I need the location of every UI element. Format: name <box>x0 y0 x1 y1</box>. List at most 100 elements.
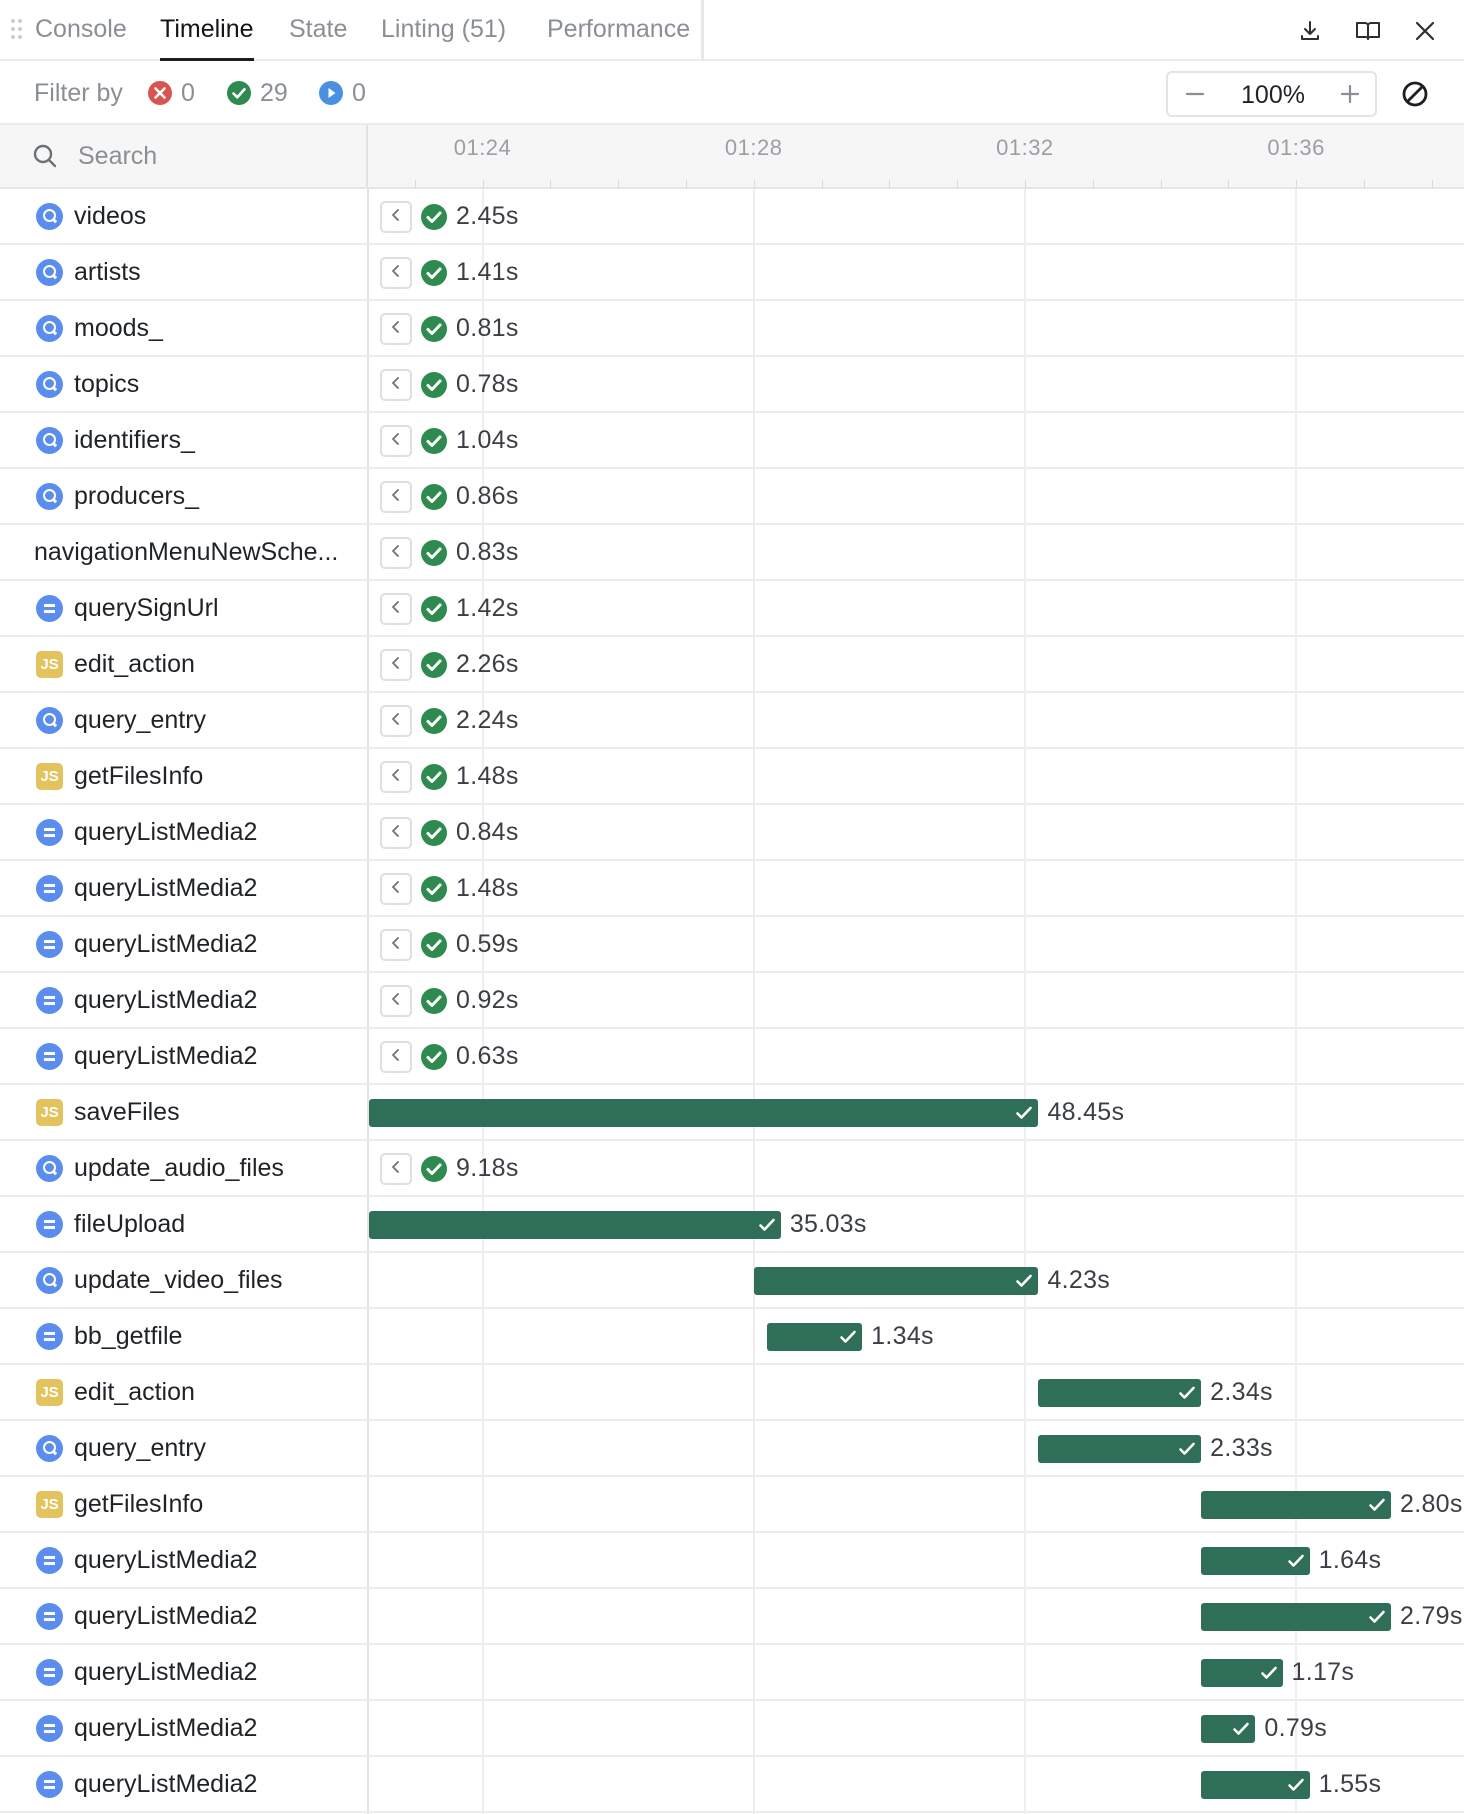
row-name[interactable]: update_audio_files <box>74 1154 284 1182</box>
expand-button[interactable] <box>380 929 412 961</box>
row-name[interactable]: moods_ <box>74 314 163 342</box>
timeline-row: JS edit_action 2.26s <box>0 637 1464 693</box>
duration-bar[interactable] <box>1038 1435 1202 1463</box>
filter-success[interactable]: 29 <box>226 76 288 110</box>
duration-bar[interactable] <box>1038 1379 1202 1407</box>
duration-bar[interactable] <box>369 1211 781 1239</box>
row-name[interactable]: videos <box>74 202 147 230</box>
filter-running[interactable]: 0 <box>318 76 366 110</box>
row-name[interactable]: queryListMedia2 <box>74 1042 258 1070</box>
expand-button[interactable] <box>380 313 412 345</box>
docs-button[interactable] <box>1349 12 1387 50</box>
row-name[interactable]: saveFiles <box>74 1098 180 1126</box>
expand-button[interactable] <box>380 593 412 625</box>
duration-label: 2.33s <box>1210 1434 1273 1462</box>
row-name[interactable]: query_entry <box>74 1434 207 1462</box>
expand-button[interactable] <box>380 481 412 513</box>
expand-button[interactable] <box>380 873 412 905</box>
equals-icon <box>36 1211 63 1238</box>
timeline-row: queryListMedia2 1.64s <box>0 1533 1464 1589</box>
row-name[interactable]: producers_ <box>74 482 200 510</box>
expand-button[interactable] <box>380 369 412 401</box>
row-name[interactable]: navigationMenuNewSche... <box>34 538 339 566</box>
duration-bar[interactable] <box>1201 1771 1310 1799</box>
timeline-row: queryListMedia2 0.92s <box>0 973 1464 1029</box>
tab-timeline[interactable]: Timeline <box>160 0 254 61</box>
equals-icon <box>36 1323 63 1350</box>
zoom-out-button[interactable] <box>1172 73 1218 115</box>
duration-bar[interactable] <box>1201 1491 1391 1519</box>
row-name[interactable]: edit_action <box>74 650 195 678</box>
timeline-row: videos 2.45s <box>0 189 1464 245</box>
tab-linting[interactable]: Linting (51) <box>381 15 507 43</box>
expand-button[interactable] <box>380 257 412 289</box>
expand-button[interactable] <box>380 425 412 457</box>
expand-button[interactable] <box>380 817 412 849</box>
duration-bar[interactable] <box>1201 1659 1283 1687</box>
timeline-row: JS edit_action 2.34s <box>0 1365 1464 1421</box>
zoom-in-button[interactable] <box>1327 73 1373 115</box>
search-input[interactable] <box>78 137 348 175</box>
row-name[interactable]: queryListMedia2 <box>74 1770 258 1798</box>
row-name[interactable]: query_entry <box>74 706 207 734</box>
duration-bar[interactable] <box>1201 1547 1310 1575</box>
expand-button[interactable] <box>380 705 412 737</box>
equals-icon <box>36 875 63 902</box>
filter-bar: Filter by 0 29 0 100% <box>0 61 1464 125</box>
row-name[interactable]: fileUpload <box>74 1210 186 1238</box>
row-name[interactable]: getFilesInfo <box>74 1490 204 1518</box>
expand-button[interactable] <box>380 985 412 1017</box>
row-name[interactable]: queryListMedia2 <box>74 930 258 958</box>
devtools-tabbar: Console Timeline State Linting (51) Perf… <box>0 0 1464 61</box>
expand-button[interactable] <box>380 537 412 569</box>
gridline <box>481 189 484 1814</box>
success-icon <box>420 483 448 511</box>
row-name[interactable]: queryListMedia2 <box>74 1658 258 1686</box>
chevron-left-icon <box>389 600 403 619</box>
download-button[interactable] <box>1291 12 1329 50</box>
query-icon <box>36 1267 63 1294</box>
duration-bar[interactable] <box>1201 1603 1391 1631</box>
expand-button[interactable] <box>380 761 412 793</box>
timeline-row: query_entry 2.33s <box>0 1421 1464 1477</box>
duration-bar[interactable] <box>753 1267 1039 1295</box>
duration-bar[interactable] <box>767 1323 863 1351</box>
tick-label: 01:28 <box>724 135 783 160</box>
chevron-left-icon <box>389 656 403 675</box>
drag-handle-icon[interactable] <box>10 18 24 44</box>
row-name[interactable]: queryListMedia2 <box>74 1714 258 1742</box>
equals-icon <box>36 1547 63 1574</box>
timeline-row: navigationMenuNewSche... 0.83s <box>0 525 1464 581</box>
row-name[interactable]: queryListMedia2 <box>74 874 258 902</box>
row-name[interactable]: topics <box>74 370 140 398</box>
expand-button[interactable] <box>380 649 412 681</box>
row-name[interactable]: identifiers_ <box>74 426 195 454</box>
tab-performance[interactable]: Performance <box>547 15 691 43</box>
row-name[interactable]: queryListMedia2 <box>74 986 258 1014</box>
duration-bar[interactable] <box>369 1099 1039 1127</box>
duration-bar[interactable] <box>1201 1715 1256 1743</box>
row-name[interactable]: queryListMedia2 <box>74 1602 258 1630</box>
row-name[interactable]: artists <box>74 258 141 286</box>
success-icon <box>420 1155 448 1183</box>
row-name[interactable]: update_video_files <box>74 1266 283 1294</box>
row-name[interactable]: bb_getfile <box>74 1322 183 1350</box>
row-name[interactable]: getFilesInfo <box>74 762 204 790</box>
row-name[interactable]: querySignUrl <box>74 594 219 622</box>
expand-button[interactable] <box>380 1041 412 1073</box>
duration-label: 2.24s <box>456 706 519 734</box>
tab-console[interactable]: Console <box>35 15 127 43</box>
close-button[interactable] <box>1406 12 1444 50</box>
check-icon <box>1286 1775 1306 1795</box>
clear-button[interactable] <box>1398 77 1432 111</box>
expand-button[interactable] <box>380 1153 412 1185</box>
filter-label: Filter by <box>34 79 123 107</box>
row-name[interactable]: queryListMedia2 <box>74 818 258 846</box>
tab-state[interactable]: State <box>289 15 348 43</box>
filter-errors[interactable]: 0 <box>147 76 195 110</box>
row-name[interactable]: edit_action <box>74 1378 195 1406</box>
success-icon <box>420 595 448 623</box>
row-name[interactable]: queryListMedia2 <box>74 1546 258 1574</box>
expand-button[interactable] <box>380 201 412 233</box>
success-icon <box>420 1043 448 1071</box>
